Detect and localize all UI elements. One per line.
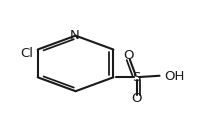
Text: Cl: Cl	[20, 47, 33, 60]
Text: O: O	[131, 92, 142, 105]
Text: O: O	[123, 49, 134, 62]
Text: OH: OH	[164, 70, 185, 82]
Text: N: N	[70, 29, 80, 42]
Text: S: S	[133, 71, 141, 84]
